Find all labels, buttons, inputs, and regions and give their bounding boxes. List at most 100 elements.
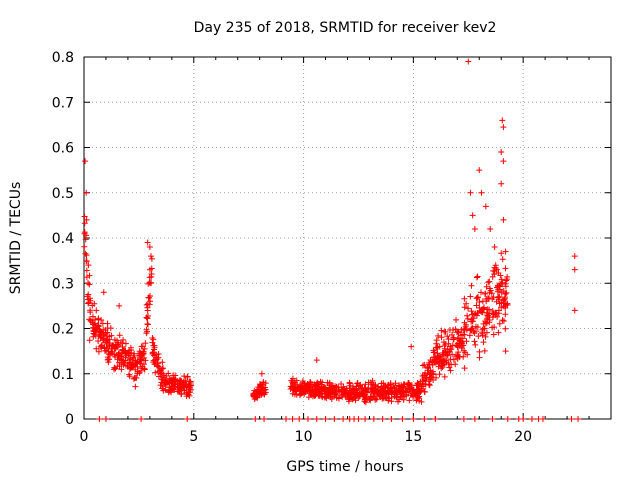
data-point-zero	[283, 416, 290, 422]
data-point	[467, 293, 474, 300]
data-point-zero	[421, 416, 428, 422]
x-tick-label: 20	[514, 429, 532, 445]
data-point	[138, 343, 145, 350]
data-point-zero	[184, 416, 191, 422]
data-point	[155, 350, 162, 357]
data-point	[372, 381, 379, 388]
data-point	[469, 311, 476, 318]
data-point	[438, 334, 445, 341]
data-point	[333, 383, 340, 390]
data-point	[186, 389, 193, 396]
data-point-zero	[252, 416, 259, 422]
data-point	[348, 394, 355, 401]
data-point	[290, 386, 297, 393]
data-point	[97, 343, 104, 350]
data-point	[475, 333, 482, 340]
data-point	[305, 384, 312, 391]
data-point-outlier	[85, 262, 92, 269]
data-point	[496, 294, 503, 301]
data-point-outlier	[493, 266, 500, 273]
y-axis-label: SRMTID / TECUs	[8, 182, 24, 295]
data-point	[404, 385, 411, 392]
data-point-outlier	[491, 244, 498, 251]
data-point-outlier	[313, 357, 320, 364]
data-point	[498, 250, 505, 257]
data-point	[81, 220, 88, 227]
data-point	[288, 377, 295, 384]
data-point	[482, 320, 489, 327]
data-point	[106, 340, 113, 347]
data-point	[82, 250, 89, 257]
data-point	[468, 282, 475, 289]
data-point	[359, 384, 366, 391]
data-point	[461, 331, 468, 338]
data-point	[381, 384, 388, 391]
data-point-outlier	[571, 307, 578, 314]
data-point	[318, 384, 325, 391]
data-point	[496, 320, 503, 327]
data-point-outlier	[146, 244, 153, 251]
data-point	[474, 294, 481, 301]
data-point-zero	[568, 416, 575, 422]
data-point-outlier	[467, 189, 474, 196]
data-point	[468, 316, 475, 323]
data-point	[492, 309, 499, 316]
data-point	[502, 265, 509, 272]
y-tick-label: 0.8	[52, 50, 74, 66]
data-point-outlier	[100, 289, 107, 296]
data-point	[372, 386, 379, 393]
data-point	[433, 356, 440, 363]
data-point	[488, 290, 495, 297]
data-point	[362, 387, 369, 394]
data-point	[473, 302, 480, 309]
data-point	[116, 349, 123, 356]
data-point	[136, 352, 143, 359]
x-tick-label: 10	[295, 429, 313, 445]
data-point	[159, 365, 166, 372]
data-point-zero	[355, 416, 362, 422]
data-point	[476, 348, 483, 355]
data-point	[138, 365, 145, 372]
data-point	[151, 346, 158, 353]
data-point	[85, 280, 92, 287]
data-point	[178, 391, 185, 398]
data-point	[296, 382, 303, 389]
y-tick-label: 0.5	[52, 186, 74, 202]
data-point-outlier	[478, 189, 485, 196]
data-point	[398, 381, 405, 388]
data-point	[87, 307, 94, 314]
data-point	[471, 338, 478, 345]
y-tick-label: 0.4	[52, 231, 74, 247]
data-point	[138, 356, 145, 363]
data-point	[455, 349, 462, 356]
data-point	[86, 316, 93, 323]
data-point	[430, 347, 437, 354]
data-point	[147, 292, 154, 299]
data-point	[384, 387, 391, 394]
data-point	[142, 357, 149, 364]
data-point-zero	[520, 416, 527, 422]
data-point	[137, 360, 144, 367]
data-point	[120, 336, 127, 343]
data-point	[114, 363, 121, 370]
data-point	[103, 347, 110, 354]
data-point	[324, 392, 331, 399]
data-point	[154, 368, 161, 375]
data-point	[452, 361, 459, 368]
data-point	[104, 329, 111, 336]
data-point	[454, 352, 461, 359]
data-point	[114, 337, 121, 344]
data-point	[148, 271, 155, 278]
data-point	[461, 325, 468, 332]
data-point	[450, 356, 457, 363]
data-point	[150, 336, 157, 343]
data-point	[345, 398, 352, 405]
data-point	[486, 278, 493, 285]
data-point	[429, 368, 436, 375]
data-point	[125, 349, 132, 356]
data-point-zero	[528, 416, 535, 422]
data-point	[421, 388, 428, 395]
data-point	[298, 390, 305, 397]
data-point	[299, 379, 306, 386]
